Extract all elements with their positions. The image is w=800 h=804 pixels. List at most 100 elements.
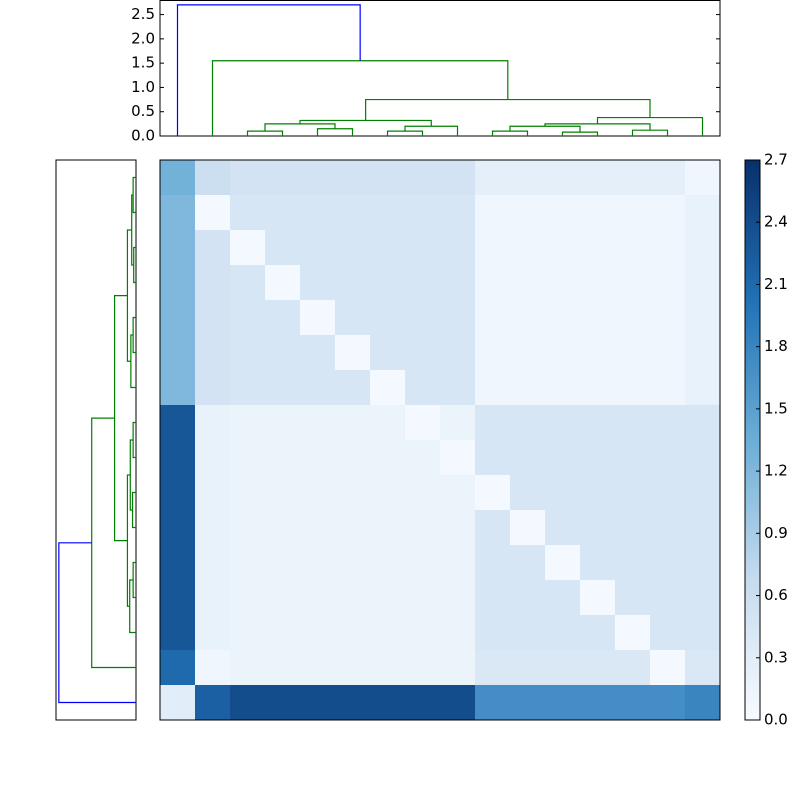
heatmap-cell [195, 230, 231, 266]
heatmap-cell [440, 300, 476, 336]
colorbar-tick-label: 2.1 [764, 275, 788, 293]
dendrogram-link [211, 60, 509, 136]
heatmap-cell [510, 475, 546, 511]
heatmap-cell [580, 300, 616, 336]
heatmap-cell [195, 265, 231, 301]
colorbar-tick-label: 1.8 [764, 337, 788, 355]
heatmap-cell [510, 510, 546, 546]
heatmap-cell [545, 160, 581, 196]
heatmap-cell [405, 475, 441, 511]
heatmap-cell [230, 440, 266, 476]
heatmap-cell [405, 615, 441, 651]
heatmap-cell [370, 650, 406, 686]
heatmap-cell [265, 405, 301, 441]
dendrogram-link [491, 130, 529, 136]
heatmap-cell [230, 650, 266, 686]
heatmap-cell [265, 580, 301, 616]
heatmap-cell [300, 300, 336, 336]
dendrogram-link [316, 128, 354, 136]
colorbar [744, 159, 761, 721]
heatmap-cell [230, 475, 266, 511]
heatmap-cell [265, 335, 301, 371]
heatmap-cell [510, 580, 546, 616]
y-tick-label: 1.5 [131, 54, 155, 72]
heatmap-cell [265, 685, 301, 721]
heatmap-cell [440, 370, 476, 406]
heatmap-cell [195, 160, 231, 196]
heatmap-cell [335, 265, 371, 301]
heatmap-cell [265, 160, 301, 196]
heatmap-cell [335, 335, 371, 371]
heatmap-cell [580, 335, 616, 371]
heatmap-cell [650, 370, 686, 406]
heatmap-cell [440, 545, 476, 581]
heatmap-cell [370, 160, 406, 196]
heatmap-cell [335, 545, 371, 581]
heatmap-cell [615, 370, 651, 406]
heatmap-cell [545, 230, 581, 266]
heatmap-cell [300, 685, 336, 721]
heatmap-cell [615, 405, 651, 441]
heatmap-cell [615, 510, 651, 546]
heatmap-cell [370, 370, 406, 406]
heatmap-cell [510, 230, 546, 266]
heatmap-cell [475, 685, 511, 721]
heatmap-cell [230, 580, 266, 616]
heatmap-cell [300, 335, 336, 371]
heatmap-cell [685, 265, 721, 301]
heatmap-cell [265, 615, 301, 651]
heatmap-cell [545, 265, 581, 301]
heatmap-cell [160, 230, 196, 266]
heatmap-cell [405, 160, 441, 196]
heatmap-cell [615, 300, 651, 336]
heatmap-cell [685, 230, 721, 266]
heatmap-cell [580, 195, 616, 231]
heatmap-cell [265, 440, 301, 476]
heatmap-cell [510, 615, 546, 651]
heatmap-cell [160, 160, 196, 196]
heatmap-cell [685, 545, 721, 581]
colorbar-tick-label: 0.3 [764, 648, 788, 666]
heatmap-cell [195, 370, 231, 406]
heatmap-cell [615, 195, 651, 231]
heatmap-cell [300, 405, 336, 441]
heatmap-cell [580, 510, 616, 546]
heatmap-cell [195, 475, 231, 511]
heatmap-cell [650, 615, 686, 651]
heatmap-cell [685, 335, 721, 371]
y-tick-label: 2.0 [131, 29, 155, 47]
heatmap-cell [545, 300, 581, 336]
colorbar-tick-label: 0.6 [764, 586, 788, 604]
heatmap-cell [335, 405, 371, 441]
heatmap-cell [580, 545, 616, 581]
heatmap-cell [160, 335, 196, 371]
heatmap-cell [300, 440, 336, 476]
heatmap-cell [580, 650, 616, 686]
heatmap-cell [615, 545, 651, 581]
dendrogram-link [544, 123, 651, 131]
heatmap-cell [195, 405, 231, 441]
heatmap-frame [159, 159, 721, 721]
heatmap-cell [370, 685, 406, 721]
heatmap-cell [195, 545, 231, 581]
heatmap-cell [475, 650, 511, 686]
heatmap-cell [475, 335, 511, 371]
heatmap-cell [300, 195, 336, 231]
heatmap-cell [650, 160, 686, 196]
heatmap-cell [510, 440, 546, 476]
colorbar-tick-label: 0.9 [764, 524, 788, 542]
y-tick-label: 2.5 [131, 5, 155, 23]
heatmap-cell [370, 510, 406, 546]
heatmap-cell [545, 195, 581, 231]
heatmap-cell [545, 335, 581, 371]
heatmap-cell [335, 580, 371, 616]
y-tick-label: 0.5 [131, 102, 155, 120]
heatmap-cell [370, 580, 406, 616]
heatmap-cell [615, 685, 651, 721]
heatmap-cell [545, 650, 581, 686]
heatmap-cell [685, 160, 721, 196]
heatmap-cell [195, 650, 231, 686]
heatmap-cell [265, 195, 301, 231]
heatmap-cell [370, 545, 406, 581]
